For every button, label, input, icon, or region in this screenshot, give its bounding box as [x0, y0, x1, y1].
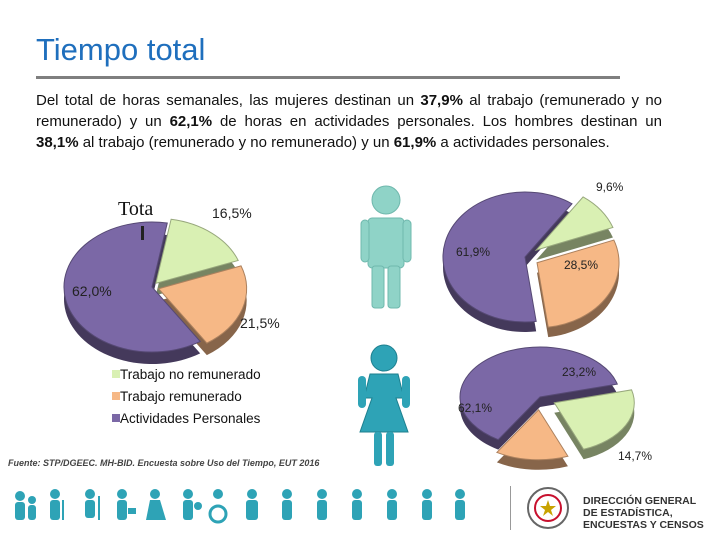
footer-pictograms	[15, 489, 465, 524]
legend-label-paid: Trabajo remunerado	[120, 389, 242, 404]
pie-slice-personal	[459, 346, 618, 441]
cooking-icon	[117, 489, 136, 520]
pie-slice-paid	[495, 408, 569, 461]
shopping-icon	[352, 489, 362, 520]
source-note: Fuente: STP/DGEEC. MH-BID. Encuesta sobr…	[8, 458, 320, 468]
legend-label-personal: Actividades Personales	[120, 411, 261, 426]
pie-total-title: Tota	[118, 198, 153, 220]
footer-divider	[510, 486, 511, 530]
para-text-3: de horas en actividades personales. Los …	[212, 113, 662, 130]
legend-swatch-unpaid	[112, 370, 120, 378]
legend: Trabajo no remunerado Trabajo remunerado…	[112, 367, 261, 426]
pie-slice-personal	[442, 191, 573, 323]
pie-slice-paid	[536, 239, 620, 328]
org-line-3: ENCUESTAS Y CENSOS	[583, 519, 704, 531]
laundry-icon	[317, 489, 327, 520]
pie-total-label-personal: 62,0%	[72, 283, 112, 299]
pie-slice-unpaid	[534, 196, 614, 252]
pie-men-label-paid: 28,5%	[564, 258, 598, 272]
para-value-men-work: 38,1%	[36, 134, 79, 151]
cleaning-icon	[85, 489, 100, 520]
org-line-2: DE ESTADÍSTICA,	[583, 507, 673, 519]
elderly-icon	[50, 489, 64, 520]
pie-women-label-paid: 14,7%	[618, 449, 652, 463]
pie-total-label-unpaid: 16,5%	[212, 205, 252, 221]
summary-paragraph: Del total de horas semanales, las mujere…	[36, 90, 662, 153]
caregiving-icon	[183, 489, 202, 520]
worker-icon	[422, 489, 432, 520]
org-line-1: DIRECCIÓN GENERAL	[583, 495, 697, 507]
meal-icon	[387, 489, 397, 520]
slide-title: Tiempo total	[36, 32, 206, 67]
title-cursor-mark	[141, 226, 144, 240]
pie-women	[459, 346, 635, 470]
farmer-icon	[455, 489, 465, 520]
man-icon	[360, 185, 412, 309]
para-value-men-personal: 61,9%	[393, 134, 437, 151]
woman-icon	[358, 344, 410, 466]
legend-swatch-paid	[112, 392, 120, 400]
pie-slice-unpaid	[155, 218, 239, 285]
para-text-1: Del total de horas semanales, las mujere…	[36, 92, 421, 109]
para-text-5: a actividades personales.	[436, 134, 610, 151]
org-name: DIRECCIÓN GENERAL DE ESTADÍSTICA, ENCUES…	[583, 495, 704, 531]
para-value-women-work: 37,9%	[420, 92, 463, 109]
coat-of-arms-icon	[527, 487, 569, 529]
legend-label-unpaid: Trabajo no remunerado	[120, 367, 261, 382]
pie-women-label-personal: 62,1%	[458, 401, 492, 415]
pie-total-label-paid: 21,5%	[240, 315, 280, 331]
pie-total	[63, 218, 248, 364]
reading-icon	[246, 489, 258, 520]
para-value-women-personal: 62,1%	[169, 113, 213, 130]
gardening-icon	[282, 489, 292, 520]
para-text-2: al trabajo (remunerado y no remunerado) …	[36, 92, 663, 130]
legend-swatch-personal	[112, 414, 120, 422]
pie-men-label-personal: 61,9%	[456, 245, 490, 259]
pie-women-label-unpaid: 23,2%	[562, 365, 596, 379]
pie-men	[442, 191, 620, 338]
pie-men-label-unpaid: 9,6%	[596, 180, 624, 194]
wheelchair-icon	[208, 489, 228, 524]
sports-icon	[146, 489, 166, 520]
pie-slice-paid	[157, 265, 248, 344]
title-rule	[36, 76, 620, 79]
pie-slice-personal	[63, 221, 201, 353]
family-icon	[15, 491, 36, 520]
para-text-4: al trabajo (remunerado y no remunerado) …	[78, 134, 394, 151]
pie-slice-unpaid	[553, 389, 635, 450]
